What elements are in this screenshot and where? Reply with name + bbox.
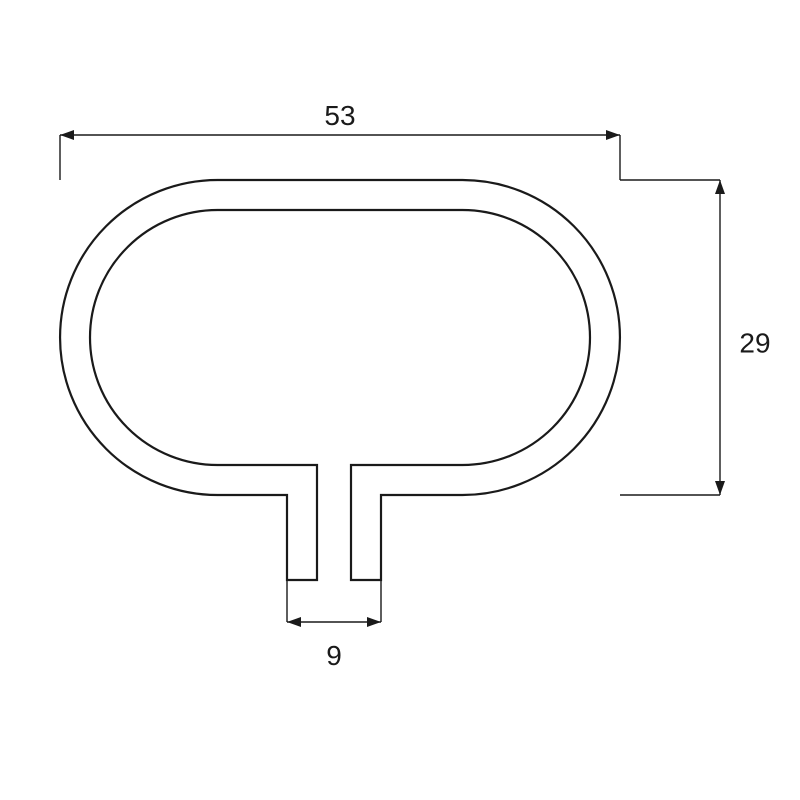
dimension-width-label: 53: [324, 100, 355, 131]
part-outline: [60, 180, 620, 580]
dimension-arrow: [715, 481, 725, 495]
dimension-height-label: 29: [739, 327, 770, 358]
dimension-arrow: [367, 617, 381, 627]
dimension-arrow: [715, 180, 725, 194]
dimension-stem: 9: [287, 580, 381, 671]
dimension-arrow: [606, 130, 620, 140]
dimension-height: 29: [620, 180, 771, 495]
dimension-stem-label: 9: [326, 640, 342, 671]
dimension-width: 53: [60, 100, 620, 180]
dimension-arrow: [60, 130, 74, 140]
dimension-arrow: [287, 617, 301, 627]
